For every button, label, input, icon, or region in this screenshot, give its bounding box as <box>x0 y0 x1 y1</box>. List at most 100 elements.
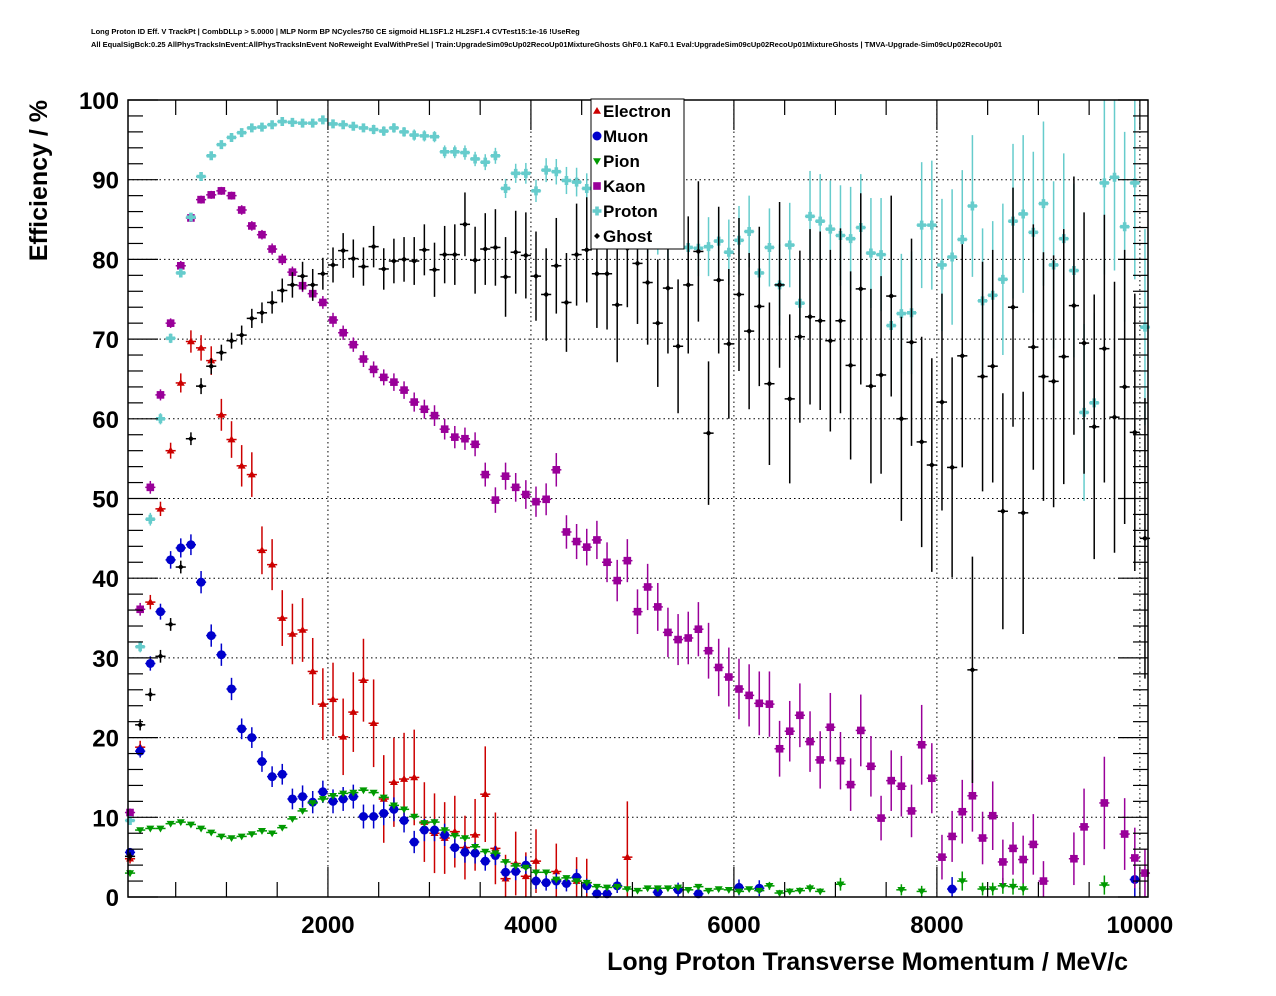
marker <box>257 546 266 554</box>
data-point-proton <box>287 117 298 127</box>
data-point-proton <box>297 118 308 128</box>
data-point-pion <box>622 886 633 894</box>
data-point-kaon <box>165 318 176 328</box>
data-point-proton <box>175 268 186 278</box>
data-point-proton <box>449 145 460 159</box>
data-point-pion <box>216 833 227 841</box>
marker <box>379 373 388 382</box>
marker <box>318 700 327 707</box>
marker <box>461 221 468 228</box>
marker <box>146 825 155 833</box>
data-point-ghost <box>1007 187 1019 427</box>
marker <box>470 154 480 164</box>
data-point-pion <box>683 887 694 894</box>
data-point-pion <box>733 888 745 896</box>
data-point-kaon <box>571 524 582 560</box>
data-point-proton <box>419 130 430 142</box>
data-point-proton <box>1018 135 1029 293</box>
marker <box>127 853 134 860</box>
marker <box>623 886 632 894</box>
marker <box>938 399 945 406</box>
marker <box>329 792 338 800</box>
marker <box>836 756 845 765</box>
marker <box>532 869 540 877</box>
data-point-muon <box>175 538 186 558</box>
marker <box>379 126 389 136</box>
data-point-kaon <box>388 373 399 391</box>
marker <box>511 483 520 492</box>
data-point-kaon <box>784 700 795 762</box>
marker <box>765 700 774 708</box>
data-point-kaon <box>348 337 359 352</box>
data-point-pion <box>470 843 481 851</box>
data-point-ghost <box>317 257 328 290</box>
marker <box>227 835 236 843</box>
data-point-pion <box>530 869 542 877</box>
data-point-kaon <box>947 810 958 862</box>
marker <box>328 796 338 806</box>
marker <box>247 123 257 133</box>
marker <box>663 885 672 893</box>
data-point-ghost <box>764 302 775 466</box>
marker <box>410 813 419 821</box>
data-point-kaon <box>551 453 562 487</box>
data-point-kaon <box>459 427 471 450</box>
marker <box>186 337 195 345</box>
data-point-kaon <box>744 664 755 727</box>
marker <box>186 540 196 550</box>
marker <box>298 792 308 802</box>
marker <box>218 349 225 356</box>
marker <box>339 328 347 337</box>
data-point-kaon <box>490 487 501 513</box>
data-point-ghost <box>693 181 704 322</box>
data-point-ghost <box>1099 214 1110 483</box>
marker <box>917 220 927 230</box>
data-point-kaon <box>997 839 1008 885</box>
marker <box>766 380 773 387</box>
data-point-proton <box>1129 100 1140 280</box>
data-point-pion <box>327 792 339 800</box>
data-point-pion <box>987 882 998 896</box>
data-point-pion <box>764 881 775 890</box>
data-point-kaon <box>358 351 369 367</box>
marker <box>572 537 581 546</box>
marker <box>826 723 835 732</box>
marker <box>176 378 185 386</box>
data-point-pion <box>784 888 795 896</box>
data-point-kaon <box>804 711 816 772</box>
marker <box>745 886 754 894</box>
legend-item-ghost: Ghost <box>594 227 652 246</box>
legend-box <box>590 98 685 250</box>
marker <box>389 123 399 133</box>
marker <box>145 658 155 668</box>
data-point-proton <box>145 512 156 526</box>
data-point-kaon <box>1038 861 1049 897</box>
marker <box>440 425 449 433</box>
axis-ticks <box>128 99 1148 898</box>
marker <box>491 496 500 504</box>
marker <box>137 721 144 728</box>
data-point-kaon <box>145 480 156 494</box>
data-point-electron <box>165 442 176 459</box>
marker <box>908 339 915 346</box>
marker <box>328 119 338 129</box>
marker <box>856 726 865 735</box>
data-point-pion <box>561 875 572 882</box>
marker <box>348 121 358 131</box>
marker <box>339 732 348 740</box>
data-point-pion <box>378 794 389 802</box>
data-point-muon <box>236 718 247 740</box>
marker <box>155 607 165 617</box>
marker <box>135 746 145 756</box>
x-tick-label: 10000 <box>1107 912 1174 939</box>
axis-tick-labels: 0 10 20 30 40 50 60 70 80 90 100 2000 4000 6000 8000 10… <box>79 88 1173 939</box>
marker <box>338 794 348 804</box>
marker <box>867 383 874 390</box>
marker <box>592 889 602 899</box>
data-point-electron <box>287 603 298 665</box>
data-point-pion <box>1007 878 1019 895</box>
marker <box>146 483 155 492</box>
data-point-pion <box>642 885 653 893</box>
data-point-kaon <box>470 432 481 457</box>
marker <box>135 642 145 652</box>
